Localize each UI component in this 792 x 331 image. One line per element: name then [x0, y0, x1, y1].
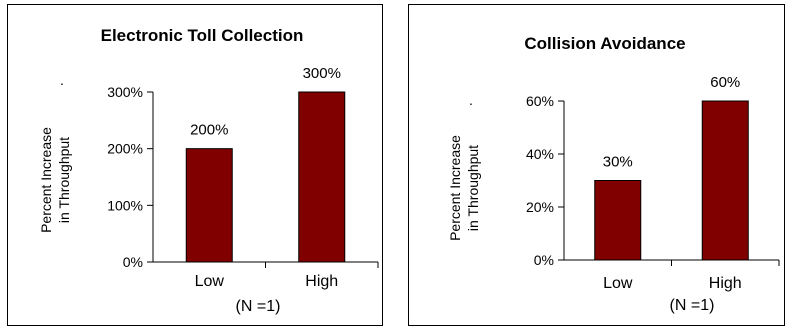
data-label: 300% [303, 65, 341, 82]
y-tick-label: 0% [534, 252, 554, 268]
bar [185, 148, 233, 263]
y-tick-label: 200% [107, 141, 143, 157]
bar [594, 180, 642, 261]
y-tick-label: 20% [526, 199, 554, 215]
x-axis-note: (N =1) [670, 297, 715, 314]
x-tick-label: High [305, 273, 338, 290]
bar [701, 100, 749, 261]
y-tick-label: 0% [123, 254, 143, 270]
data-label: 60% [710, 74, 740, 91]
y-axis-label-line2: in Throughput [56, 137, 72, 223]
chart-title: Electronic Toll Collection [101, 26, 304, 45]
y-axis-label-mark: . [60, 72, 64, 88]
plot-area: 200% 300% 0% 100% 200% 300% Low High [107, 65, 379, 290]
y-axis-label: Percent Increase [447, 135, 463, 241]
y-tick-label: 40% [526, 146, 554, 162]
y-tick-label: 300% [107, 84, 143, 100]
y-axis-label-line2: in Throughput [465, 145, 481, 231]
chart-title: Collision Avoidance [524, 34, 685, 53]
x-axis-note: (N =1) [236, 298, 281, 315]
x-tick-label: High [709, 275, 742, 292]
y-axis-label: Percent Increase [38, 127, 54, 233]
chart-panel-electronic-toll: Electronic Toll Collection Percent Incre… [7, 4, 383, 326]
y-tick-label: 100% [107, 197, 143, 213]
data-label: 200% [190, 122, 228, 139]
chart-panel-collision-avoidance: Collision Avoidance Percent Increase in … [408, 4, 785, 326]
data-label: 30% [603, 154, 633, 171]
bar [298, 91, 346, 263]
chart-svg-collision-avoidance: Collision Avoidance Percent Increase in … [447, 34, 780, 314]
y-axis-label-mark: . [469, 92, 473, 108]
x-tick-label: Low [603, 275, 633, 292]
y-tick-label: 60% [526, 93, 554, 109]
plot-area: 30% 60% 0% 20% 40% 60% Low High [526, 74, 780, 292]
chart-svg-electronic-toll: Electronic Toll Collection Percent Incre… [38, 26, 379, 315]
x-tick-label: Low [195, 273, 225, 290]
